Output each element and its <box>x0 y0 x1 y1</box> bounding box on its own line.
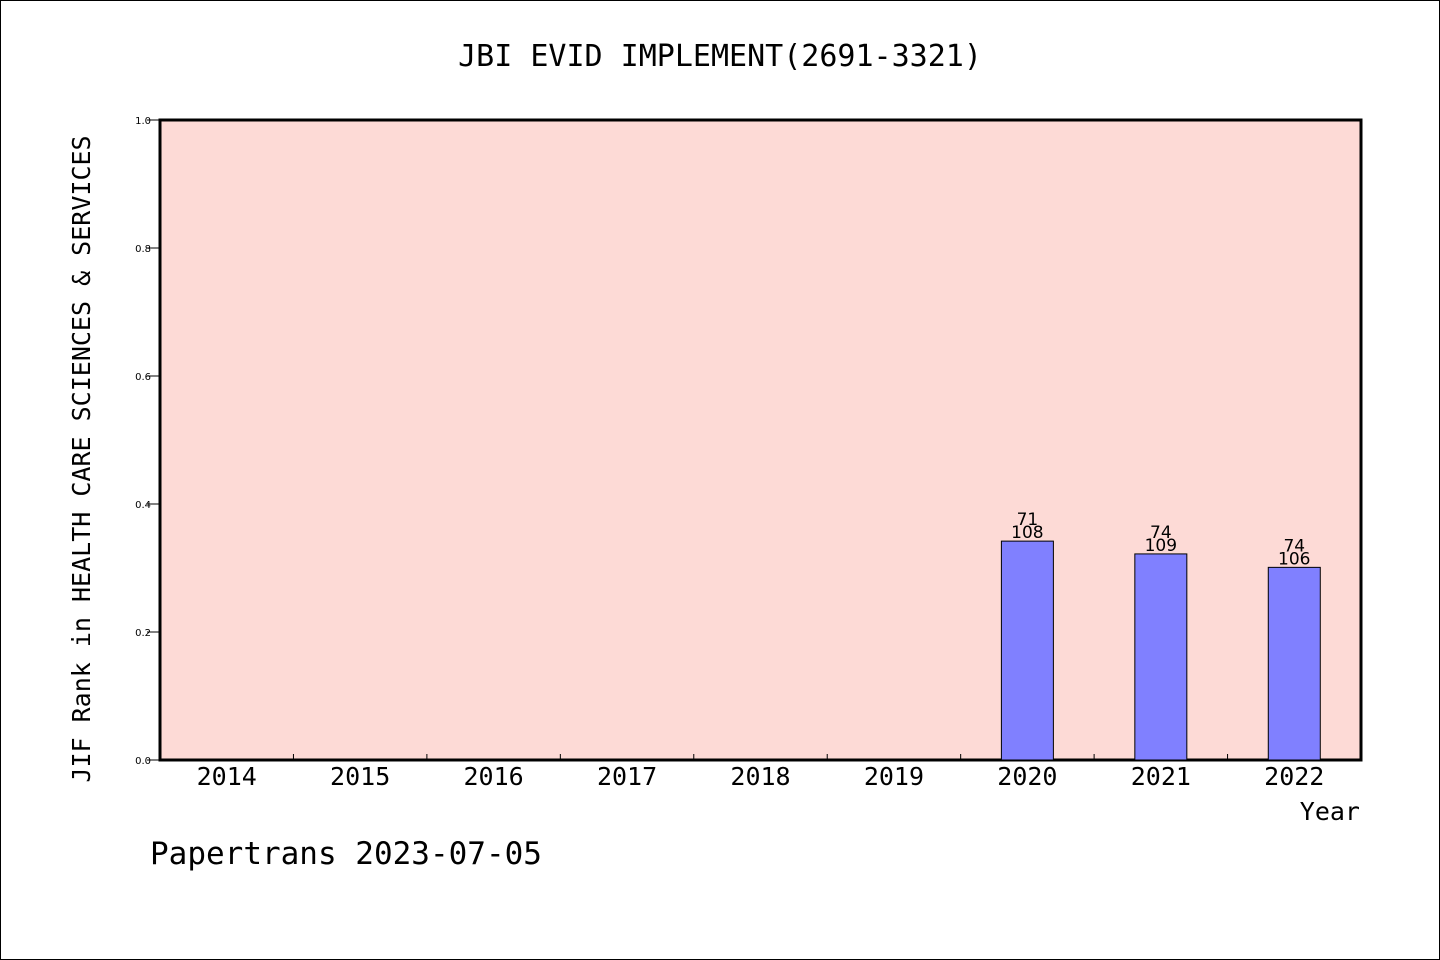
x-tick-label: 2019 <box>864 762 924 791</box>
y-tick-label: 0.4 <box>135 500 151 511</box>
y-tick-label: 0.8 <box>135 244 151 255</box>
y-tick-label: 0.2 <box>135 628 151 639</box>
x-tick-label: 2015 <box>330 762 390 791</box>
bar-label-rank: 71 <box>1017 510 1039 530</box>
bar-2021 <box>1134 553 1188 761</box>
footer-text: Papertrans 2023-07-05 <box>150 836 542 872</box>
x-tick-label: 2017 <box>597 762 657 791</box>
y-tick-label: 0.6 <box>135 372 151 383</box>
x-axis: 2014 2015 2016 2017 2018 2019 2020 2021 2022 <box>197 754 1324 791</box>
x-tick-label: 2014 <box>197 762 257 791</box>
bar-label-rank: 74 <box>1283 536 1305 556</box>
bar-label-total: 106 <box>1278 549 1310 569</box>
chart-title: JBI EVID IMPLEMENT(2691-3321) <box>458 39 982 74</box>
bar-series <box>1000 540 1321 761</box>
x-tick-label: 2022 <box>1264 762 1324 791</box>
y-tick-label: 0.0 <box>135 756 151 767</box>
x-tick-label: 2016 <box>464 762 524 791</box>
x-tick-label: 2020 <box>997 762 1057 791</box>
y-axis-label: JIF Rank in HEALTH CARE SCIENCES & SERVI… <box>67 135 96 782</box>
bar-2022 <box>1267 566 1321 761</box>
x-tick-label: 2018 <box>730 762 790 791</box>
x-axis-label: Year <box>1300 797 1360 826</box>
bar-label-total: 109 <box>1145 536 1177 556</box>
x-tick-label: 2021 <box>1131 762 1191 791</box>
y-axis: 0.0 0.2 0.4 0.6 0.8 1.0 <box>135 116 160 767</box>
bar-2020 <box>1000 540 1054 761</box>
bar-label-total: 108 <box>1011 523 1043 543</box>
bar-label-rank: 74 <box>1150 523 1172 543</box>
y-tick-label: 1.0 <box>135 116 151 127</box>
